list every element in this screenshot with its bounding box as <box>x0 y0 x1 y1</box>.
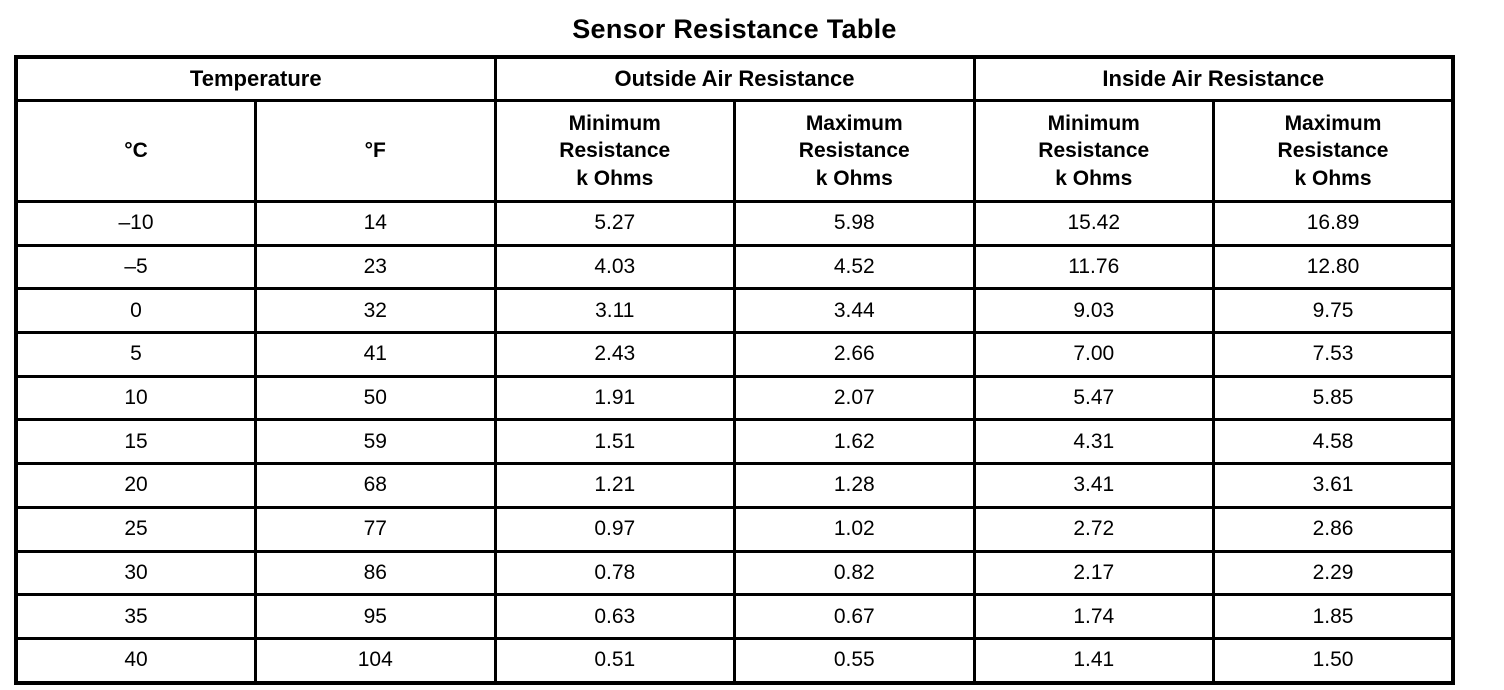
table-cell: 5.85 <box>1212 374 1455 422</box>
table-cell: 2.43 <box>493 331 736 378</box>
table-cell: 35 <box>14 593 257 640</box>
table-cell: 20 <box>14 462 257 509</box>
table-cell: 3.61 <box>1212 462 1455 509</box>
table-cell: 7.53 <box>1212 331 1455 378</box>
table-cell: 95 <box>254 593 497 640</box>
column-header-outside-max-resistance: Maximum Resistance k Ohms <box>733 99 976 203</box>
table-row: 25 77 0.97 1.02 2.72 2.86 <box>14 505 1455 553</box>
table-cell: 4.58 <box>1212 418 1455 466</box>
table-cell: 12.80 <box>1212 243 1455 291</box>
table-cell: 1.91 <box>493 374 736 422</box>
table-cell: 5.47 <box>972 374 1215 422</box>
table-cell: 4.03 <box>493 243 736 291</box>
sensor-resistance-table: Temperature Outside Air Resistance Insid… <box>14 55 1455 685</box>
table-cell: 0.97 <box>493 505 736 553</box>
table-row: 0 32 3.11 3.44 9.03 9.75 <box>14 287 1455 335</box>
table-cell: 1.74 <box>972 593 1215 640</box>
table-cell: 14 <box>254 200 497 247</box>
table-cell: 86 <box>254 549 497 597</box>
table-cell: 3.11 <box>493 287 736 335</box>
table-cell: 50 <box>254 374 497 422</box>
column-header-inside-max-resistance: Maximum Resistance k Ohms <box>1212 99 1455 203</box>
table-cell: 5.98 <box>733 200 976 247</box>
table-cell: 3.41 <box>972 462 1215 509</box>
table-row: 5 41 2.43 2.66 7.00 7.53 <box>14 331 1455 378</box>
table-cell: 0.78 <box>493 549 736 597</box>
table-body: –10 14 5.27 5.98 15.42 16.89 –5 23 4.03 4.52 11.76… <box>14 200 1455 685</box>
table-cell: 1.28 <box>733 462 976 509</box>
table-cell: 3.44 <box>733 287 976 335</box>
table-cell: –10 <box>14 200 257 247</box>
table-cell: 1.62 <box>733 418 976 466</box>
page-title: Sensor Resistance Table <box>572 14 897 44</box>
group-header-row: Temperature Outside Air Resistance Insid… <box>14 55 1455 102</box>
table-cell: 40 <box>14 636 257 685</box>
table-cell: 23 <box>254 243 497 291</box>
table-header: Temperature Outside Air Resistance Insid… <box>14 55 1455 203</box>
group-header-outside-air-resistance: Outside Air Resistance <box>493 55 976 102</box>
table-cell: 25 <box>14 505 257 553</box>
table-cell: 4.52 <box>733 243 976 291</box>
table-row: –10 14 5.27 5.98 15.42 16.89 <box>14 200 1455 247</box>
table-cell: 4.31 <box>972 418 1215 466</box>
table-cell: 11.76 <box>972 243 1215 291</box>
table-cell: 15 <box>14 418 257 466</box>
table-cell: 0.51 <box>493 636 736 685</box>
table-cell: 16.89 <box>1212 200 1455 247</box>
table-cell: 15.42 <box>972 200 1215 247</box>
table-row: 40 104 0.51 0.55 1.41 1.50 <box>14 636 1455 685</box>
table-cell: 59 <box>254 418 497 466</box>
table-cell: 2.86 <box>1212 505 1455 553</box>
table-cell: 30 <box>14 549 257 597</box>
table-cell: 5.27 <box>493 200 736 247</box>
table-cell: 2.66 <box>733 331 976 378</box>
table-row: 35 95 0.63 0.67 1.74 1.85 <box>14 593 1455 640</box>
table-row: –5 23 4.03 4.52 11.76 12.80 <box>14 243 1455 291</box>
table-cell: 0.82 <box>733 549 976 597</box>
table-cell: 104 <box>254 636 497 685</box>
table-cell: 10 <box>14 374 257 422</box>
table-cell: 2.17 <box>972 549 1215 597</box>
group-header-temperature: Temperature <box>14 55 497 102</box>
table-cell: 41 <box>254 331 497 378</box>
table-cell: –5 <box>14 243 257 291</box>
table-cell: 2.72 <box>972 505 1215 553</box>
group-header-inside-air-resistance: Inside Air Resistance <box>972 55 1455 102</box>
column-header-row: °C °F Minimum Resistance k Ohms Maximum … <box>14 99 1455 203</box>
table-cell: 0.63 <box>493 593 736 640</box>
table-cell: 9.03 <box>972 287 1215 335</box>
table-cell: 0 <box>14 287 257 335</box>
column-header-fahrenheit: °F <box>254 99 497 203</box>
table-row: 30 86 0.78 0.82 2.17 2.29 <box>14 549 1455 597</box>
table-row: 10 50 1.91 2.07 5.47 5.85 <box>14 374 1455 422</box>
table-cell: 1.41 <box>972 636 1215 685</box>
table-cell: 1.02 <box>733 505 976 553</box>
table-cell: 68 <box>254 462 497 509</box>
column-header-outside-min-resistance: Minimum Resistance k Ohms <box>493 99 736 203</box>
table-cell: 1.51 <box>493 418 736 466</box>
column-header-inside-min-resistance: Minimum Resistance k Ohms <box>972 99 1215 203</box>
column-header-celsius: °C <box>14 99 257 203</box>
table-row: 20 68 1.21 1.28 3.41 3.61 <box>14 462 1455 509</box>
table-cell: 0.67 <box>733 593 976 640</box>
table-cell: 1.85 <box>1212 593 1455 640</box>
table-cell: 2.29 <box>1212 549 1455 597</box>
table-cell: 77 <box>254 505 497 553</box>
table-cell: 32 <box>254 287 497 335</box>
table-cell: 1.21 <box>493 462 736 509</box>
table-row: 15 59 1.51 1.62 4.31 4.58 <box>14 418 1455 466</box>
table-cell: 1.50 <box>1212 636 1455 685</box>
table-cell: 2.07 <box>733 374 976 422</box>
table-cell: 9.75 <box>1212 287 1455 335</box>
table-cell: 5 <box>14 331 257 378</box>
table-cell: 7.00 <box>972 331 1215 378</box>
table-cell: 0.55 <box>733 636 976 685</box>
